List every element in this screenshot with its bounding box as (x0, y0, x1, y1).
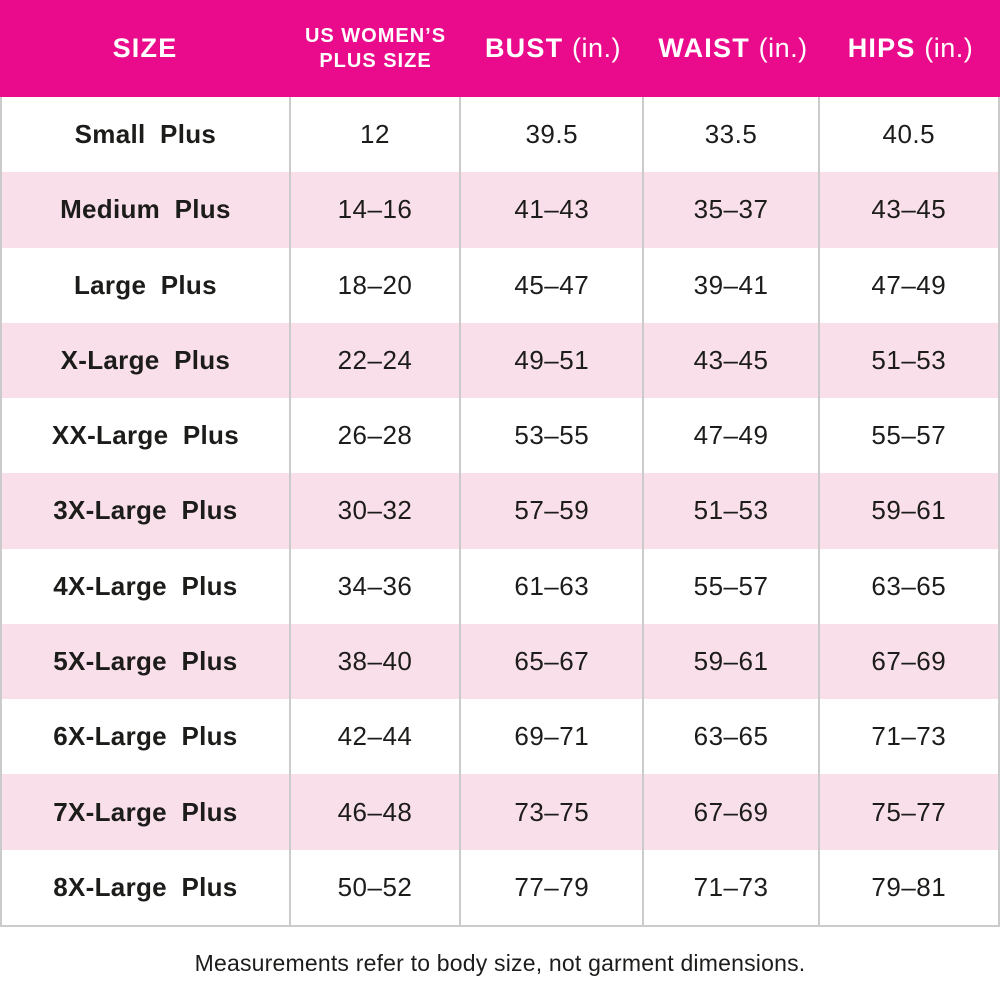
cell-waist: 33.5 (644, 97, 820, 173)
cell-hips: 67–69 (871, 645, 947, 676)
cell-waist: 51–53 (644, 473, 820, 549)
cell-size: X-Large Plus (2, 322, 291, 399)
cell-hips: 40.5 (882, 119, 936, 150)
table-row: 5X-Large Plus 38–40 65–67 59–61 67–69 (2, 623, 998, 700)
column-header-size: SIZE (0, 32, 290, 64)
cell-hips: 79–81 (871, 871, 947, 902)
cell-us-plus-size: 18–20 (291, 247, 462, 323)
table-header-row: SIZE US WOMEN’S PLUS SIZE BUST (in.) WAI… (0, 0, 1000, 97)
cell-us-plus-size: 22–24 (291, 322, 462, 399)
cell-bust: 45–47 (461, 247, 645, 323)
cell-size: 4X-Large Plus (2, 548, 291, 624)
cell-hips: 51–53 (871, 344, 947, 375)
column-header-bust-label: BUST (484, 32, 564, 63)
column-header-hips: HIPS (in.) (821, 32, 1000, 64)
table-row: 3X-Large Plus 30–32 57–59 51–53 59–61 (2, 473, 998, 549)
cell-bust: 69–71 (461, 699, 645, 775)
column-header-waist-unit: (in.) (758, 32, 808, 63)
cell-bust: 39.5 (461, 97, 645, 173)
cell-size: 8X-Large Plus (2, 849, 291, 925)
cell-waist: 47–49 (644, 398, 820, 474)
cell-hips: 63–65 (871, 570, 947, 601)
column-header-waist: WAIST (in.) (645, 32, 821, 64)
table-body: Small Plus 12 39.5 33.5 40.5 Medium Plus… (0, 97, 1000, 927)
cell-bust: 41–43 (461, 172, 645, 248)
table-row: 8X-Large Plus 50–52 77–79 71–73 79–81 (2, 849, 998, 925)
cell-size: 5X-Large Plus (2, 623, 291, 700)
column-header-us-plus-size-line2: PLUS SIZE (319, 49, 432, 72)
cell-waist: 43–45 (644, 322, 820, 399)
cell-hips: 55–57 (871, 420, 947, 451)
cell-bust: 73–75 (461, 774, 645, 850)
column-header-hips-label: HIPS (847, 32, 916, 63)
cell-us-plus-size: 34–36 (291, 548, 462, 624)
footnote-area: Measurements refer to body size, not gar… (0, 927, 1000, 1000)
cell-size: Medium Plus (2, 172, 291, 248)
cell-hips: 47–49 (871, 269, 947, 300)
cell-bust: 53–55 (461, 398, 645, 474)
cell-us-plus-size: 12 (291, 97, 462, 173)
column-header-bust-unit: (in.) (572, 32, 621, 63)
table-row: X-Large Plus 22–24 49–51 43–45 51–53 (2, 322, 998, 399)
cell-us-plus-size: 50–52 (291, 849, 462, 925)
cell-waist: 59–61 (644, 623, 820, 700)
cell-bust: 77–79 (461, 849, 645, 925)
cell-size: Small Plus (2, 97, 291, 173)
cell-hips: 71–73 (871, 721, 947, 752)
cell-us-plus-size: 30–32 (291, 473, 462, 549)
table-row: XX-Large Plus 26–28 53–55 47–49 55–57 (2, 398, 998, 474)
table-row: 7X-Large Plus 46–48 73–75 67–69 75–77 (2, 774, 998, 850)
cell-bust: 49–51 (461, 322, 645, 399)
table-row: 6X-Large Plus 42–44 69–71 63–65 71–73 (2, 699, 998, 775)
cell-size: Large Plus (2, 247, 291, 323)
column-header-us-plus-size: US WOMEN’S PLUS SIZE (290, 24, 461, 74)
cell-hips: 43–45 (871, 194, 947, 225)
table-row: Medium Plus 14–16 41–43 35–37 43–45 (2, 172, 998, 248)
column-header-hips-unit: (in.) (924, 32, 974, 63)
cell-size: 3X-Large Plus (2, 473, 291, 549)
column-header-bust: BUST (in.) (461, 32, 645, 64)
cell-hips: 59–61 (871, 495, 947, 526)
cell-hips: 75–77 (871, 796, 947, 827)
table-row: Large Plus 18–20 45–47 39–41 47–49 (2, 247, 998, 323)
cell-us-plus-size: 38–40 (291, 623, 462, 700)
column-header-us-plus-size-line1: US WOMEN’S (304, 24, 447, 47)
cell-bust: 57–59 (461, 473, 645, 549)
footnote-text: Measurements refer to body size, not gar… (194, 950, 806, 976)
cell-waist: 71–73 (644, 849, 820, 925)
table-row: Small Plus 12 39.5 33.5 40.5 (2, 97, 998, 173)
column-header-waist-label: WAIST (658, 32, 750, 63)
cell-size: XX-Large Plus (2, 398, 291, 474)
column-header-size-label: SIZE (112, 32, 178, 63)
cell-waist: 63–65 (644, 699, 820, 775)
cell-size: 7X-Large Plus (2, 774, 291, 850)
cell-us-plus-size: 14–16 (291, 172, 462, 248)
cell-bust: 65–67 (461, 623, 645, 700)
cell-waist: 35–37 (644, 172, 820, 248)
cell-waist: 55–57 (644, 548, 820, 624)
cell-size: 6X-Large Plus (2, 699, 291, 775)
cell-waist: 67–69 (644, 774, 820, 850)
table-row: 4X-Large Plus 34–36 61–63 55–57 63–65 (2, 548, 998, 624)
cell-us-plus-size: 26–28 (291, 398, 462, 474)
cell-us-plus-size: 46–48 (291, 774, 462, 850)
cell-us-plus-size: 42–44 (291, 699, 462, 775)
cell-waist: 39–41 (644, 247, 820, 323)
cell-bust: 61–63 (461, 548, 645, 624)
